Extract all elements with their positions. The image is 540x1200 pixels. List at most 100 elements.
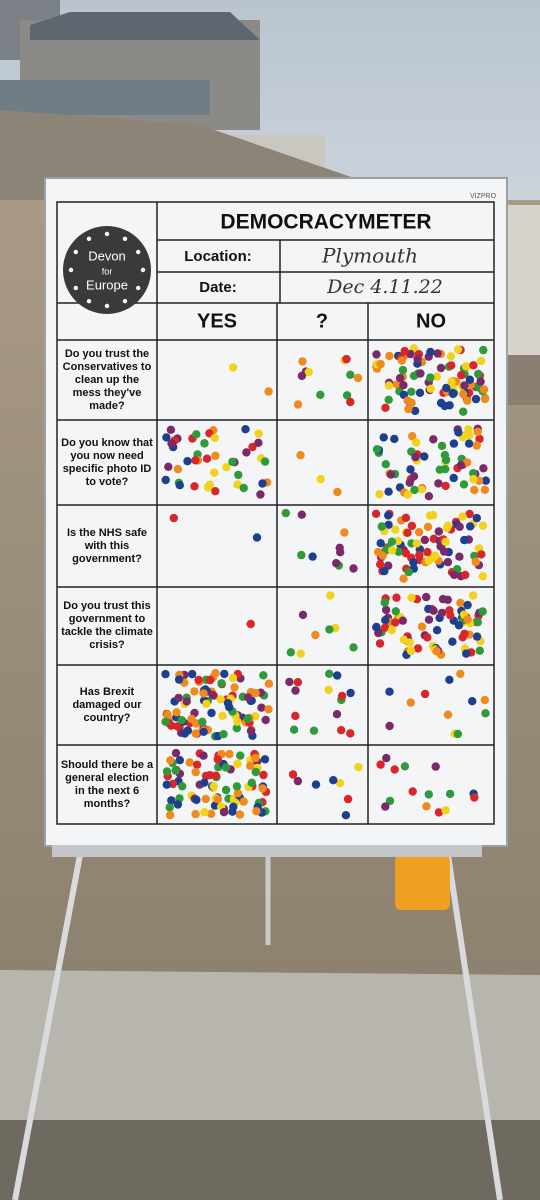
sticker-dot — [460, 629, 469, 638]
sticker-dot — [453, 345, 463, 354]
sticker-dot — [211, 487, 220, 496]
building-windows — [0, 80, 210, 115]
sticker-dot — [406, 646, 416, 656]
sticker-dot — [469, 361, 478, 370]
sticker-dot — [432, 372, 442, 381]
sticker-dot — [464, 439, 474, 448]
sticker-dot — [192, 430, 201, 439]
sticker-dot — [182, 697, 191, 706]
sticker-dot — [169, 513, 178, 523]
sticker-dot — [472, 441, 481, 450]
sticker-dot — [424, 492, 434, 501]
sticker-dot — [202, 454, 212, 463]
sticker-dot — [324, 685, 333, 695]
sticker-dot — [416, 369, 425, 378]
sticker-dot — [469, 469, 478, 478]
sticker-dot — [420, 535, 429, 545]
sticker-dot — [376, 760, 385, 769]
sticker-dot — [387, 546, 397, 555]
sticker-dot — [349, 643, 358, 652]
logo-star — [73, 285, 79, 291]
sticker-dot — [384, 395, 393, 404]
sticker-dot — [413, 354, 422, 364]
sticker-dot — [341, 811, 351, 820]
logo-star — [73, 249, 79, 255]
sticker-dot — [380, 623, 390, 632]
sticker-dot — [228, 673, 238, 683]
sticker-dot — [384, 511, 393, 520]
table-grid — [56, 201, 495, 825]
easel-tray — [52, 845, 482, 857]
sticker-dot — [291, 711, 300, 721]
sticker-dot — [466, 522, 475, 531]
sticker-dot — [191, 767, 200, 777]
sticker-dot — [423, 522, 433, 532]
sticker-dot — [246, 619, 255, 629]
sticker-dot — [404, 404, 413, 414]
sticker-dot — [219, 730, 228, 739]
sticker-dot — [395, 373, 405, 383]
sticker-dot — [381, 403, 390, 412]
sticker-dot — [397, 356, 406, 365]
sticker-dot — [431, 762, 440, 771]
sticker-dot — [441, 481, 450, 491]
sticker-dot — [194, 675, 203, 685]
sticker-dot — [225, 749, 234, 759]
sticker-dot — [417, 485, 426, 494]
sticker-dot — [381, 802, 390, 811]
sticker-dot — [335, 543, 344, 552]
sticker-dot — [453, 729, 462, 739]
sticker-dot — [256, 490, 265, 499]
logo-star — [122, 299, 128, 304]
sticker-dot — [246, 726, 256, 736]
sticker-dot — [384, 520, 393, 529]
question: Do you trust this government to tackle t… — [61, 600, 153, 651]
sticker-dot — [459, 480, 469, 489]
sticker-dot — [471, 557, 480, 567]
sticker-dot — [168, 779, 178, 789]
sticker-dot — [340, 528, 349, 537]
brand: VIZPRO — [470, 193, 497, 200]
sticker-dot — [205, 480, 214, 489]
sticker-dot — [450, 570, 459, 580]
sticker-dot — [218, 711, 227, 720]
sticker-dot — [449, 473, 458, 483]
sticker-dot — [433, 349, 442, 358]
sticker-dot — [415, 388, 425, 397]
sticker-dot — [235, 810, 245, 819]
sticker-dot — [476, 377, 485, 386]
sticker-dot — [436, 363, 446, 373]
sticker-dot — [437, 608, 447, 618]
sticker-dot — [417, 622, 427, 631]
sticker-dot — [443, 557, 453, 567]
sticker-dot — [185, 758, 194, 767]
sticker-dot — [409, 371, 419, 380]
sticker-dot — [426, 373, 435, 382]
sticker-dot — [190, 482, 199, 491]
sticker-dot — [206, 675, 215, 685]
sticker-dot — [424, 615, 434, 624]
sticker-dot — [304, 367, 313, 377]
sticker-dot — [412, 539, 421, 548]
sticker-dot — [372, 622, 381, 632]
sticker-dot — [200, 808, 209, 817]
sticker-dot — [382, 753, 391, 763]
sticker-dot — [432, 626, 442, 635]
logo-star — [68, 267, 74, 273]
sticker-dot — [375, 490, 384, 499]
sticker-dot — [480, 394, 490, 404]
sticker-dot — [429, 435, 438, 444]
sticker-dot — [332, 710, 342, 719]
sticker-dot — [415, 550, 424, 560]
sticker-dot — [459, 407, 468, 416]
sticker-dot — [243, 714, 252, 723]
sticker-dot — [221, 785, 231, 795]
sticker-dot — [175, 756, 184, 765]
sticker-dot — [316, 390, 325, 399]
sticker-dot — [230, 683, 239, 692]
logo — [63, 226, 151, 314]
logo-star — [122, 236, 128, 241]
sticker-dot — [254, 429, 263, 438]
sticker-dot — [173, 722, 182, 731]
